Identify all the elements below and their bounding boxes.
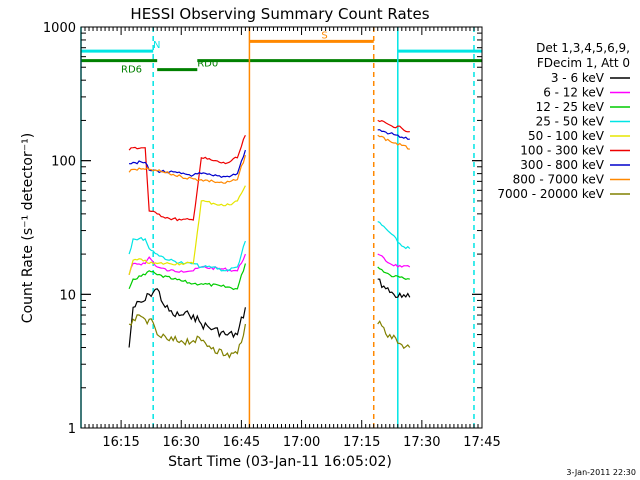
- series-line: [128, 134, 246, 222]
- y-axis-label: Count Rate (s⁻¹ detector⁻¹): [20, 133, 36, 323]
- attenuator-vlines: [80, 27, 475, 428]
- legend-entry-label: 800 - 7000 keV: [513, 173, 605, 187]
- series-line: [128, 154, 246, 184]
- legend-entry-label: 3 - 6 keV: [551, 71, 605, 85]
- series-lines: [128, 119, 411, 359]
- x-axis-label: Start Time (03-Jan-11 16:05:02): [168, 454, 392, 470]
- x-tick-label: 17:45: [463, 435, 500, 450]
- x-tick-label: 16:30: [163, 435, 200, 450]
- series-line: [128, 288, 246, 348]
- series-line: [128, 253, 246, 275]
- series-line: [377, 253, 411, 268]
- series-line: [128, 263, 246, 291]
- x-tick-label: 17:30: [403, 435, 440, 450]
- x-tick-label: 16:15: [102, 435, 139, 450]
- chart-title: HESSI Observing Summary Count Rates: [130, 5, 429, 23]
- legend-header-1: Det 1,3,4,5,6,9,: [536, 41, 630, 55]
- state-bar-label: N: [153, 40, 160, 51]
- series-line: [377, 221, 411, 250]
- legend-entry-label: 25 - 50 keV: [536, 115, 605, 129]
- x-tick-label: 17:00: [283, 435, 320, 450]
- legend-header-2: FDecim 1, Att 0: [537, 56, 630, 70]
- legend-entry-label: 50 - 100 keV: [528, 129, 605, 143]
- series-line: [377, 134, 410, 150]
- footer-timestamp: 3-Jan-2011 22:30: [566, 468, 636, 477]
- y-axis: 1 10 100 1000: [43, 21, 482, 437]
- series-line: [128, 314, 246, 359]
- y-tick-label: 10: [59, 288, 76, 303]
- legend-entry-label: 6 - 12 keV: [543, 86, 605, 100]
- marker-bars: N S RD6 RD0: [81, 30, 482, 76]
- legend-entry-label: 300 - 800 keV: [520, 158, 604, 172]
- legend: Det 1,3,4,5,6,9, FDecim 1, Att 0 3 - 6 k…: [497, 41, 630, 201]
- series-line: [377, 278, 411, 299]
- x-tick-label: 17:15: [343, 435, 380, 450]
- state-bar-label: RD0: [197, 59, 218, 70]
- series-line: [377, 119, 410, 133]
- state-bar-label: S: [321, 30, 327, 41]
- state-bar-label: RD6: [121, 65, 142, 76]
- y-tick-label: 1: [68, 422, 76, 437]
- legend-entry-label: 7000 - 20000 keV: [497, 187, 604, 201]
- legend-entry-label: 12 - 25 keV: [536, 100, 605, 114]
- series-line: [377, 266, 410, 280]
- series-line: [128, 185, 246, 275]
- y-tick-label: 100: [51, 155, 76, 170]
- x-axis: 16:15 16:30 16:45 17:00 17:15 17:30 17:45: [80, 27, 501, 450]
- legend-entry-label: 100 - 300 keV: [520, 144, 604, 158]
- series-line: [377, 129, 410, 140]
- x-tick-label: 16:45: [223, 435, 260, 450]
- y-tick-label: 1000: [43, 21, 76, 36]
- series-line: [377, 320, 411, 350]
